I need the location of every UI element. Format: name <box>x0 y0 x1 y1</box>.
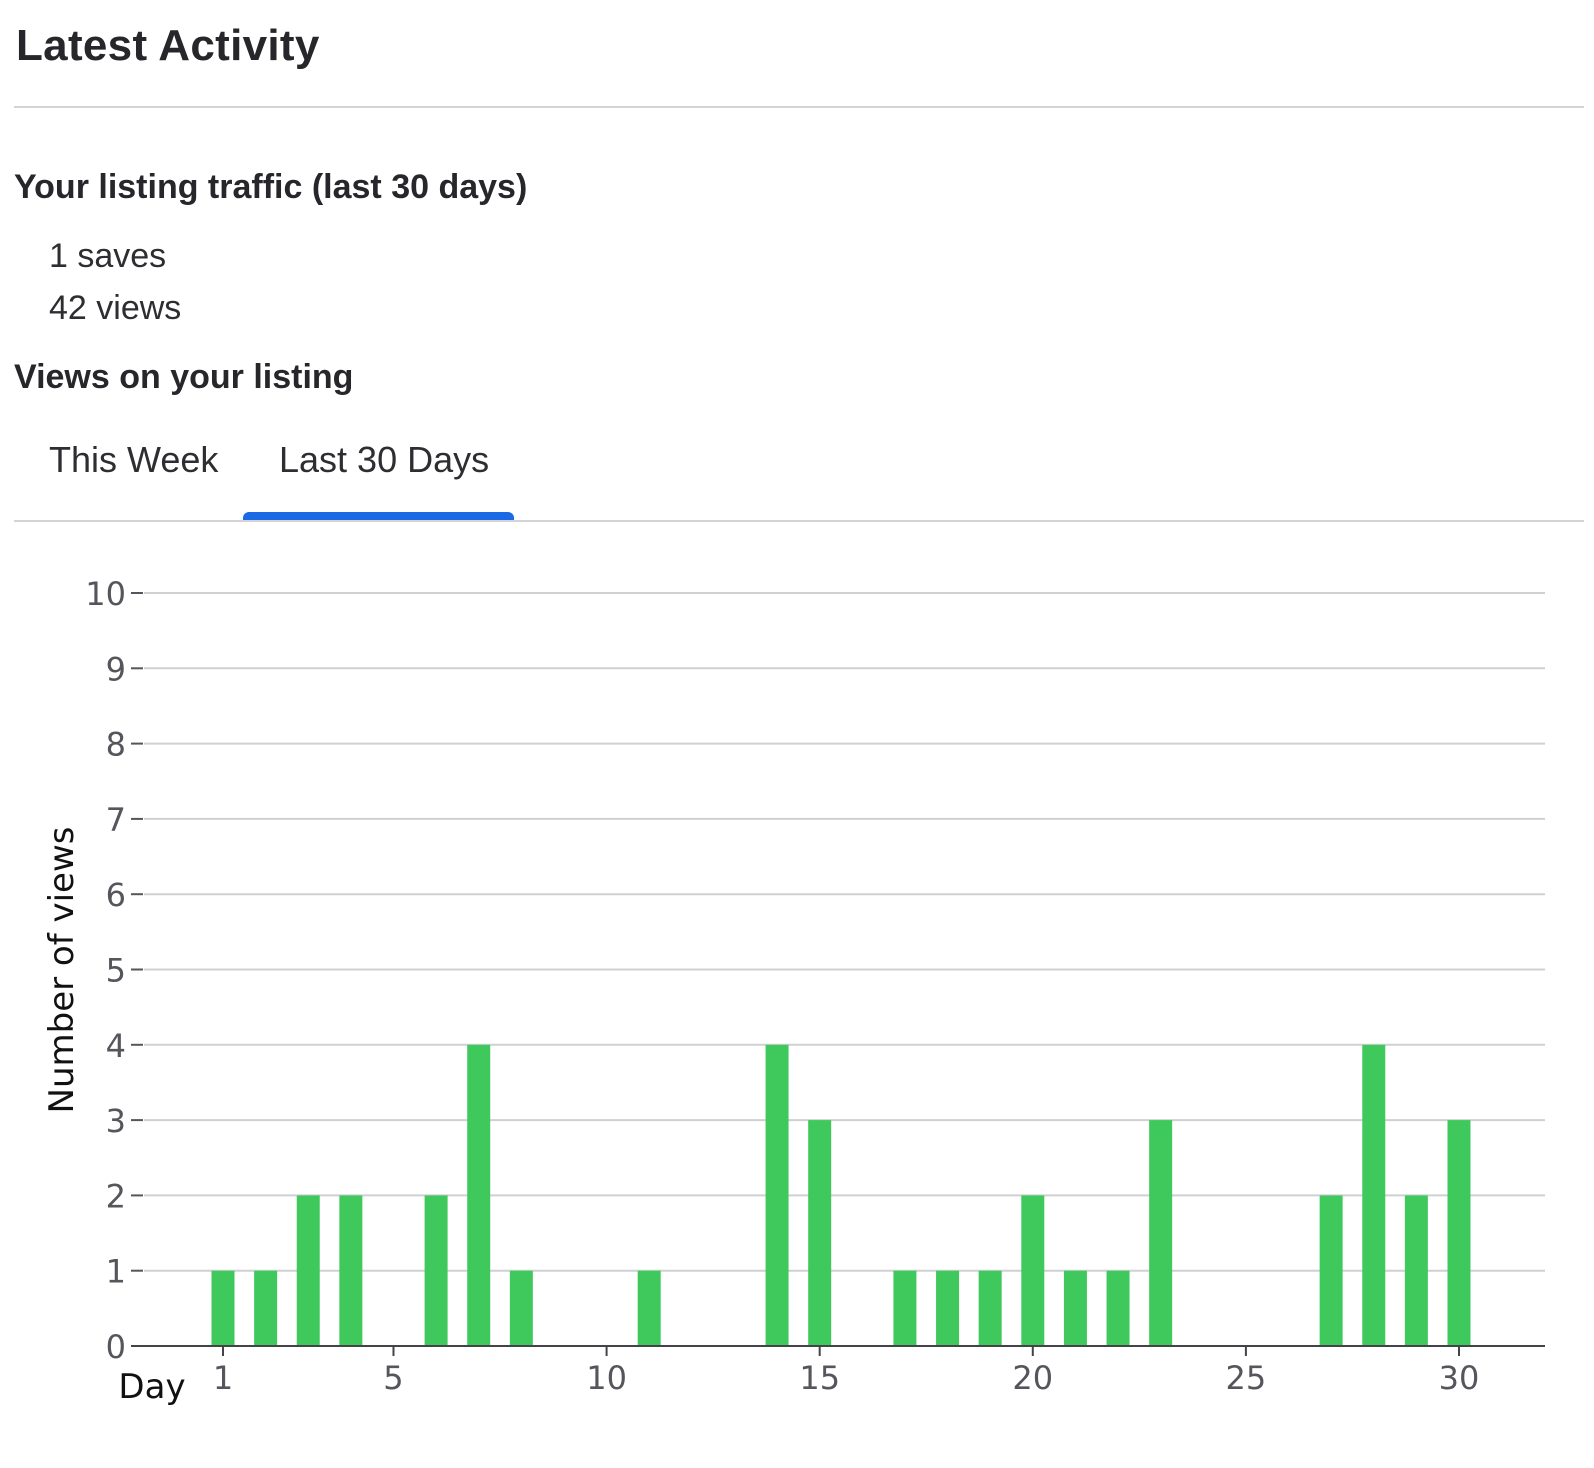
bars-layer <box>211 1044 1471 1346</box>
saves-count: 1 saves <box>49 237 167 275</box>
y-tick-label-4: 4 <box>106 1027 126 1065</box>
x-tick-label-25: 25 <box>1226 1359 1267 1397</box>
page-title: Latest Activity <box>16 21 320 70</box>
y-tick-label-8: 8 <box>106 726 126 764</box>
bar-day-14 <box>765 1044 789 1346</box>
bar-day-4 <box>339 1195 363 1346</box>
tabs-divider <box>14 520 1584 522</box>
views-heading: Views on your listing <box>14 358 354 396</box>
x-tick-label-5: 5 <box>383 1359 403 1397</box>
y-tick-label-0: 0 <box>106 1328 126 1366</box>
bar-day-3 <box>296 1195 320 1346</box>
bar-day-30 <box>1447 1120 1471 1346</box>
bar-day-7 <box>467 1044 491 1346</box>
y-tick-label-7: 7 <box>106 801 126 839</box>
bar-day-23 <box>1149 1120 1173 1346</box>
y-tick-label-5: 5 <box>106 952 126 990</box>
bar-day-6 <box>424 1195 448 1346</box>
bar-day-21 <box>1063 1270 1087 1346</box>
bar-day-28 <box>1362 1044 1386 1346</box>
bar-day-2 <box>254 1270 278 1346</box>
bar-day-22 <box>1106 1270 1130 1346</box>
views-count: 42 views <box>49 289 182 327</box>
x-tick-label-20: 20 <box>1012 1359 1053 1397</box>
bar-day-1 <box>211 1270 235 1346</box>
bar-day-20 <box>1021 1195 1045 1346</box>
y-tick-label-1: 1 <box>106 1253 126 1291</box>
y-axis-label: Number of views <box>42 827 82 1114</box>
bar-day-15 <box>808 1120 832 1346</box>
bar-day-8 <box>509 1270 533 1346</box>
tab-this-week[interactable]: This Week <box>49 439 219 480</box>
y-tick-label-2: 2 <box>106 1177 126 1215</box>
bar-day-27 <box>1319 1195 1343 1346</box>
title-divider <box>14 106 1584 108</box>
active-tab-indicator <box>243 512 514 520</box>
tab-last-30-days[interactable]: Last 30 Days <box>279 439 490 480</box>
x-tick-label-10: 10 <box>586 1359 627 1397</box>
bar-day-17 <box>893 1270 917 1346</box>
grid-layer <box>144 592 1545 1272</box>
y-tick-label-3: 3 <box>106 1102 126 1140</box>
x-tick-label-15: 15 <box>799 1359 840 1397</box>
y-tick-label-10: 10 <box>85 575 126 613</box>
traffic-heading: Your listing traffic (last 30 days) <box>14 168 528 206</box>
x-tick-label-1: 1 <box>213 1359 233 1397</box>
y-tick-label-6: 6 <box>106 876 126 914</box>
x-tick-label-30: 30 <box>1439 1359 1480 1397</box>
x-axis-label: Day <box>118 1367 185 1407</box>
y-tick-label-9: 9 <box>106 650 126 688</box>
bar-day-11 <box>637 1270 661 1346</box>
views-tabs: This Week Last 30 Days <box>14 420 1584 524</box>
bar-day-29 <box>1404 1195 1428 1346</box>
bar-day-19 <box>978 1270 1002 1346</box>
bar-day-18 <box>936 1270 960 1346</box>
